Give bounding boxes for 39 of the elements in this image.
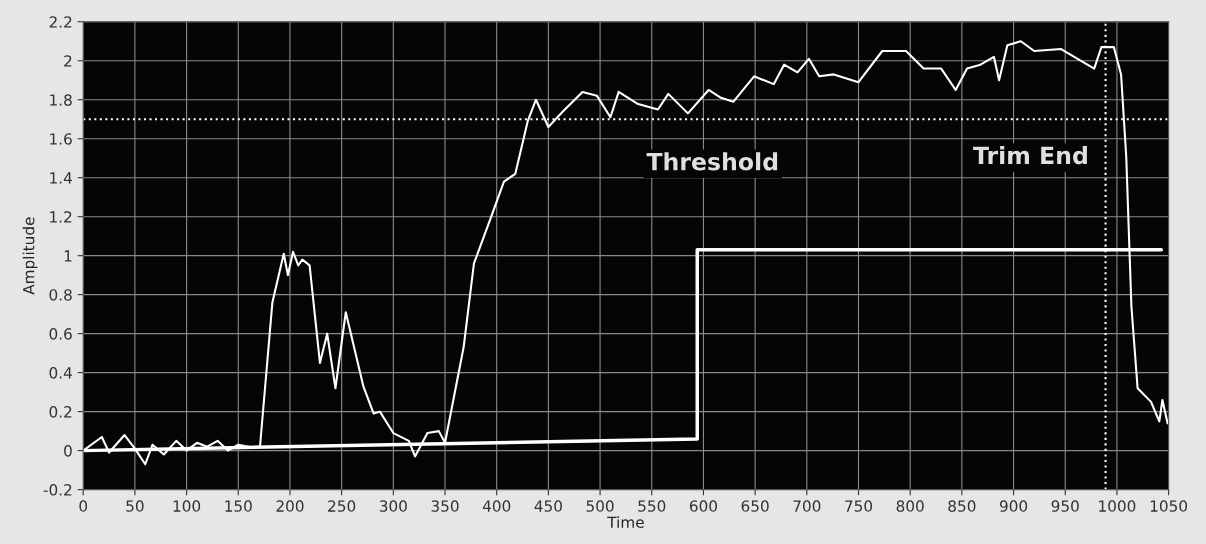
x-tick-label: 850: [948, 500, 976, 512]
x-tick-label: 350: [431, 500, 459, 512]
x-tick-label: 400: [482, 500, 511, 512]
y-tick-label: 1: [64, 250, 72, 262]
ref-line-label: Threshold: [646, 152, 778, 171]
x-tick-label: 250: [328, 500, 356, 512]
y-tick-label: 1.6: [50, 133, 72, 145]
y-tick-label: 0.2: [49, 406, 72, 418]
x-tick-label: 0: [79, 500, 88, 512]
x-tick-label: 750: [845, 500, 873, 512]
x-tick-label: 150: [225, 500, 252, 512]
y-tick-label: 1.2: [50, 211, 72, 223]
y-tick-label: 0.4: [49, 367, 72, 379]
x-tick-label: 450: [534, 500, 562, 512]
y-tick-label: 2.2: [49, 16, 72, 28]
x-tick-label: 550: [638, 500, 666, 512]
y-tick-label: 1.4: [50, 172, 72, 184]
x-tick-label: 100: [173, 500, 201, 512]
x-tick-label: 600: [689, 500, 718, 512]
x-tick-label: 800: [896, 500, 924, 512]
x-tick-label: 50: [126, 500, 144, 512]
x-tick-label: 1050: [1150, 500, 1188, 512]
ref-line-label: Trim End: [973, 146, 1087, 165]
y-tick-label: 0.6: [49, 328, 72, 340]
y-tick-label: 2: [64, 55, 72, 67]
y-tick-label: 0: [64, 445, 72, 457]
x-axis-title: Time: [607, 516, 644, 529]
y-axis-title: Amplitude: [22, 217, 38, 295]
y-tick-label: 0.8: [49, 289, 72, 301]
x-tick-label: 950: [1051, 500, 1079, 512]
x-tick-label: 650: [741, 500, 769, 512]
y-tick-label: 1.8: [50, 94, 72, 106]
x-tick-label: 500: [586, 500, 614, 512]
x-tick-label: 300: [379, 500, 407, 512]
x-tick-label: 900: [999, 500, 1028, 512]
x-tick-label: 200: [276, 500, 304, 512]
y-tick-label: -0.2: [43, 484, 72, 496]
x-tick-label: 700: [793, 500, 821, 512]
x-tick-label: 1000: [1099, 500, 1136, 512]
